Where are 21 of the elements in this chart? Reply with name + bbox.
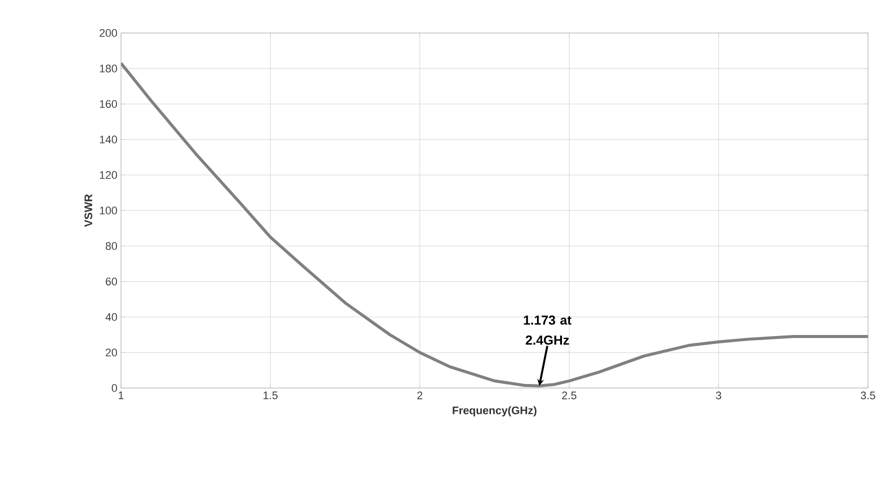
x-tick-label: 2.5 — [562, 392, 576, 400]
y-tick-label: 160 — [100, 100, 118, 108]
y-tick-label: 20 — [106, 348, 118, 356]
y-tick-label: 200 — [100, 29, 118, 37]
x-tick-label: 1.5 — [264, 392, 278, 400]
y-tick-label: 0 — [112, 384, 118, 392]
y-tick-label: 80 — [106, 242, 118, 250]
annotation: 1.173 at 2.4GHz — [524, 316, 572, 345]
x-tick-label: 3 — [716, 392, 722, 400]
x-tick-label: 1 — [118, 392, 124, 400]
y-tick-label: 180 — [100, 64, 118, 72]
line-series — [121, 62, 868, 388]
x-axis-title: Frequency(GHz) — [452, 406, 536, 416]
y-tick-label: 40 — [105, 313, 118, 321]
y-tick-label: 120 — [100, 171, 118, 179]
x-tick-label: 2 — [417, 392, 422, 400]
y-tick-label: 100 — [100, 206, 118, 214]
x-tick-label: 3.5 — [860, 392, 876, 400]
y-axis-title: VSWR — [84, 194, 92, 227]
y-tick-label: 60 — [106, 278, 118, 286]
y-tick-label: 140 — [100, 136, 118, 144]
